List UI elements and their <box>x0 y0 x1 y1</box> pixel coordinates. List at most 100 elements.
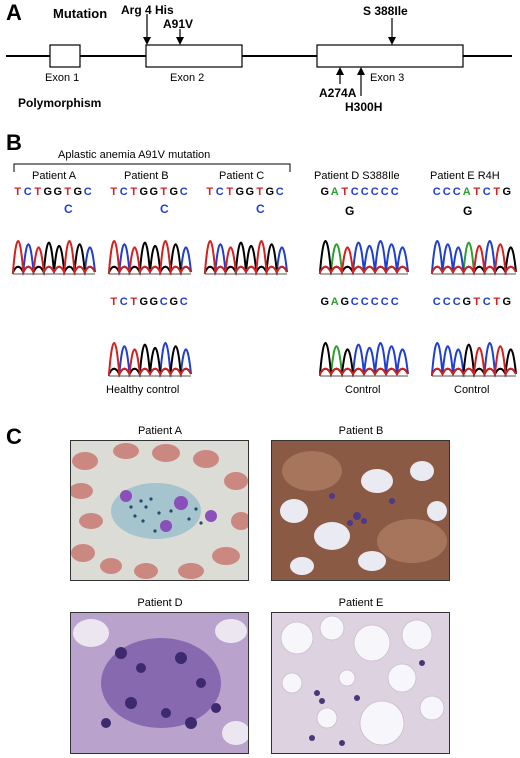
trace-t <box>108 342 192 378</box>
sequence-healthy-control: T C T GGCGC <box>109 296 189 308</box>
base-letter: C <box>360 296 370 308</box>
mutation-arg4his: Arg 4 His <box>121 3 174 17</box>
chromatogram-patient-a <box>12 240 96 276</box>
variant-patient-e: G <box>463 204 473 218</box>
chromatogram-control-d <box>319 342 409 378</box>
base-letter: C <box>159 296 169 308</box>
chromatogram-patient-b <box>108 240 192 276</box>
variant-patient-b: C <box>160 202 169 216</box>
base-letter: C <box>380 186 390 198</box>
exon-3-label: Exon 3 <box>370 72 405 84</box>
trace-t <box>431 345 517 378</box>
base-letter: T <box>206 186 214 198</box>
micrograph-patient-d <box>70 612 249 754</box>
base-letter: C <box>482 296 492 308</box>
panel-letter-a: A <box>6 0 22 25</box>
base-letter: C <box>350 296 360 308</box>
base-letter: G <box>43 186 53 198</box>
trace-t <box>12 240 96 276</box>
base-letter: G <box>53 186 63 198</box>
chromatogram-healthy-control <box>108 342 192 378</box>
trace-t <box>319 367 409 377</box>
base-letter: T <box>493 296 501 308</box>
mutation-a91v: A91V <box>163 17 194 31</box>
group-bracket <box>13 163 291 172</box>
base-letter: C <box>390 186 400 198</box>
base-letter: G <box>73 186 83 198</box>
base-letter: C <box>350 186 360 198</box>
polymorphism-h300h: H300H <box>345 100 383 114</box>
variant-patient-d: G <box>345 204 355 218</box>
base-letter: T <box>226 186 234 198</box>
base-letter: T <box>64 186 72 198</box>
base-letter: C <box>390 296 400 308</box>
sequence-patient-b: T C T GG T GC <box>109 186 189 198</box>
trace-t <box>319 246 409 276</box>
base-letter: T <box>130 296 138 308</box>
exon-1-label: Exon 1 <box>45 72 80 84</box>
base-letter: C <box>23 186 33 198</box>
base-letter: T <box>256 186 264 198</box>
base-letter: C <box>119 296 129 308</box>
sequence-patient-a: T C T GG T GC <box>13 186 93 198</box>
micrograph-patient-b <box>271 440 450 581</box>
micrograph-d-title: Patient D <box>137 597 183 609</box>
sequence-patient-c: T C T GG T GC <box>205 186 285 198</box>
sequence-patient-d: GA T C C C C C <box>320 186 400 198</box>
sequence-control-e: C C CG T C T G <box>432 296 512 308</box>
base-letter: C <box>452 296 462 308</box>
variant-patient-c: C <box>256 202 265 216</box>
gene-diagram <box>6 14 512 96</box>
micrograph-patient-a <box>70 440 249 581</box>
base-letter: C <box>482 186 492 198</box>
control-label-d: Control <box>345 384 381 396</box>
sequence-control-d: GAGC C C C C <box>320 296 400 308</box>
micrograph-e-title: Patient E <box>338 597 384 609</box>
polymorphism-a274a: A274A <box>319 86 357 100</box>
base-letter: A <box>462 186 472 198</box>
variant-patient-a: C <box>64 202 73 216</box>
patient-a-title: Patient A <box>32 170 77 182</box>
base-letter: G <box>502 296 512 308</box>
polymorphism-label: Polymorphism <box>18 96 102 110</box>
base-letter: G <box>235 186 245 198</box>
base-letter: G <box>502 186 512 198</box>
base-letter: C <box>119 186 129 198</box>
base-letter: G <box>149 296 159 308</box>
micrograph-a-title: Patient A <box>137 425 183 437</box>
base-letter: C <box>442 186 452 198</box>
chromatogram-patient-c <box>204 240 288 276</box>
micrograph-patient-e <box>271 612 450 754</box>
base-letter: G <box>245 186 255 198</box>
base-letter: G <box>340 296 350 308</box>
base-letter: C <box>432 186 442 198</box>
exon-1-box <box>49 44 81 68</box>
exon-3-box <box>316 44 464 68</box>
base-letter: C <box>83 186 93 198</box>
aplastic-anemia-title: Aplastic anemia A91V mutation <box>58 149 211 161</box>
base-letter: C <box>360 186 370 198</box>
base-letter: A <box>330 296 340 308</box>
base-letter: G <box>320 296 330 308</box>
panel-letter-b: B <box>6 130 22 155</box>
base-letter: G <box>320 186 330 198</box>
base-letter: G <box>149 186 159 198</box>
base-letter: C <box>370 296 380 308</box>
trace-t <box>108 240 192 276</box>
base-letter: T <box>110 186 118 198</box>
base-letter: C <box>370 186 380 198</box>
chromatogram-control-e <box>431 342 517 378</box>
base-letter: T <box>14 186 22 198</box>
trace-t <box>204 240 288 276</box>
base-letter: G <box>139 296 149 308</box>
patient-d-title: Patient D S388Ile <box>314 170 400 182</box>
base-letter: C <box>275 186 285 198</box>
base-letter: T <box>493 186 501 198</box>
healthy-control-label: Healthy control <box>106 384 180 396</box>
chromatogram-patient-e <box>431 240 517 276</box>
base-letter: A <box>330 186 340 198</box>
base-letter: T <box>130 186 138 198</box>
mutation-s388ile: S 388Ile <box>363 4 408 18</box>
base-letter: C <box>179 186 189 198</box>
base-letter: G <box>265 186 275 198</box>
